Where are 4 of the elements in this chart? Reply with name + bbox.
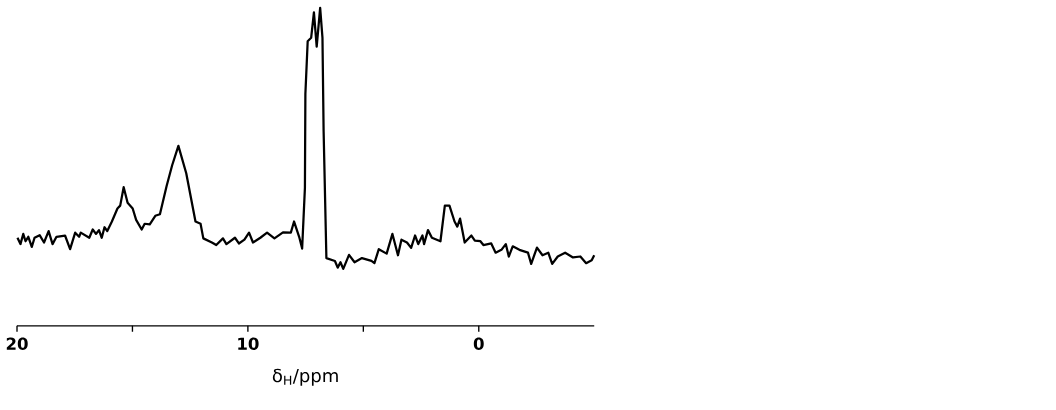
x-tick-label: 10 (238, 337, 259, 351)
x-axis-title: δ$_{H}$/ppm (272, 368, 338, 386)
x-tick-label: 20 (6, 337, 28, 351)
x-tick-label: 0 (473, 337, 484, 351)
